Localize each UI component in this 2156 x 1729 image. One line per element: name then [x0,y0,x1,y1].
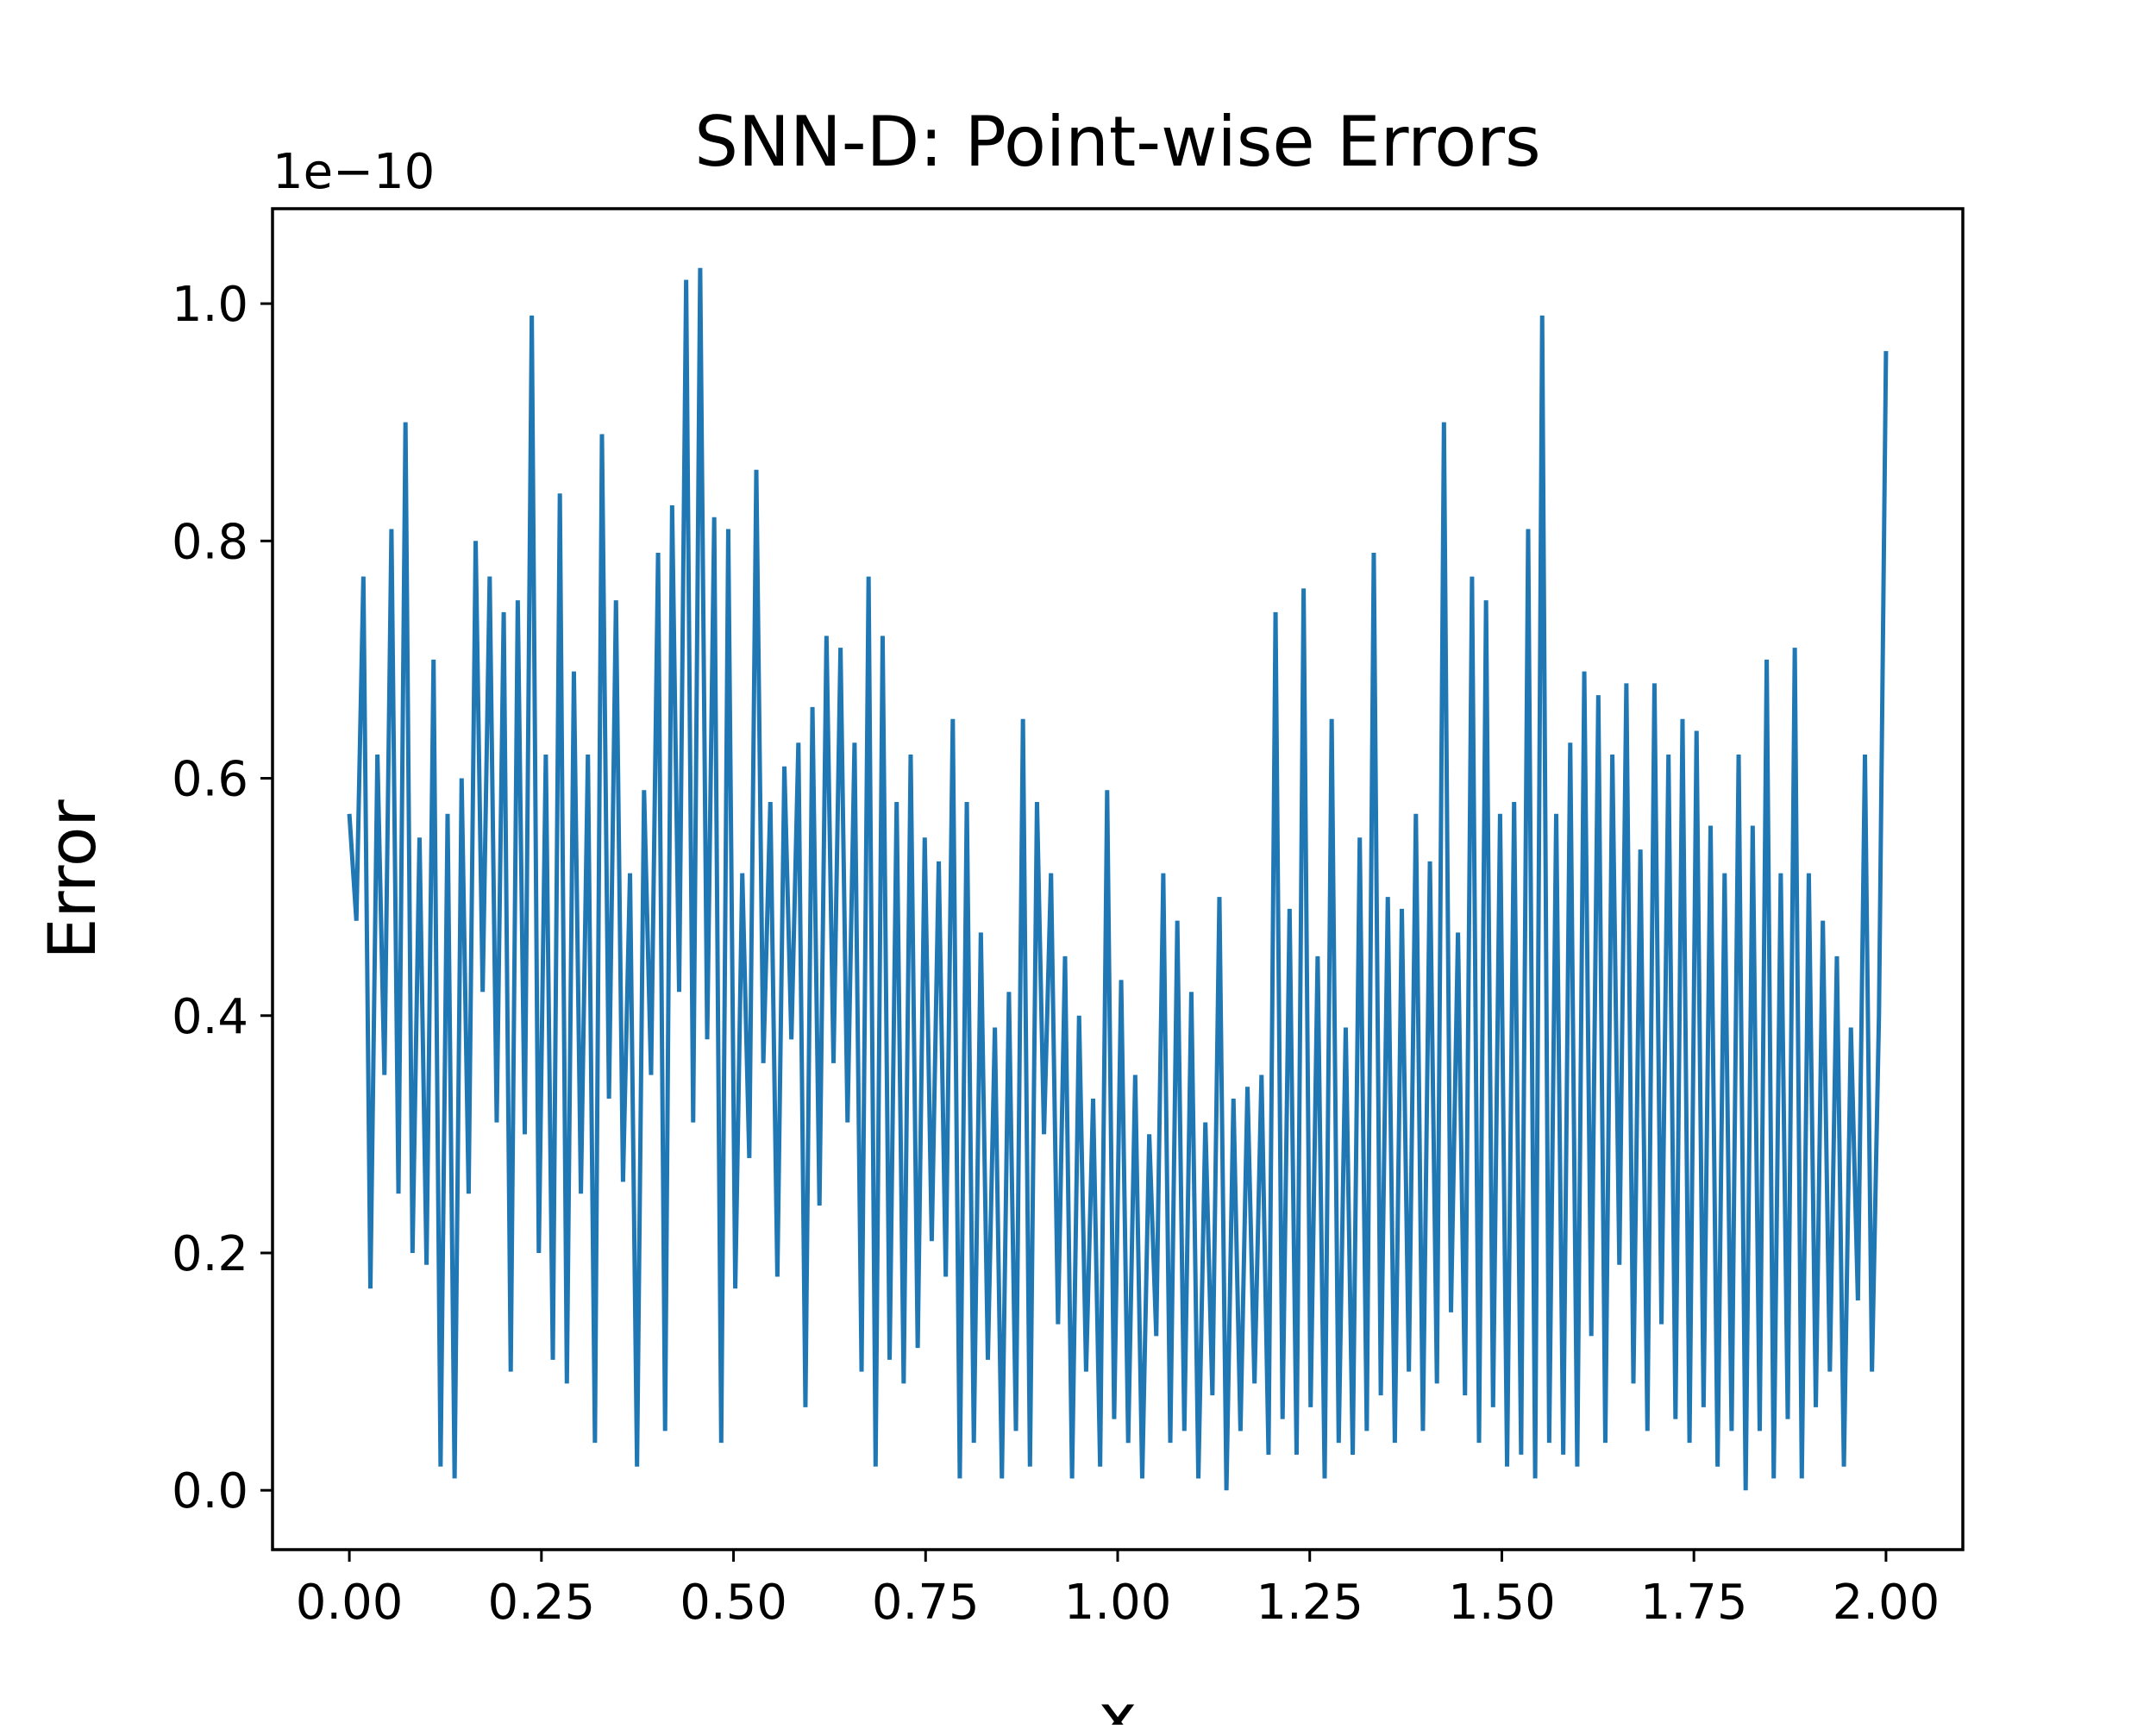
x-tick-label: 0.00 [296,1575,404,1631]
x-tick-label: 0.75 [872,1575,980,1631]
x-axis-label: x [1099,1679,1138,1725]
x-axis-ticks: 0.00 0.25 0.50 0.75 1.00 1.25 1.50 1.75 2.00 [296,1550,1940,1631]
x-tick-label: 0.25 [487,1575,595,1631]
y-axis-ticks: 0.0 0.2 0.4 0.6 0.8 1.0 [172,277,273,1519]
x-tick-label: 1.25 [1256,1575,1363,1631]
y-tick-label: 0.6 [172,752,248,808]
y-tick-label: 1.0 [172,277,248,333]
x-tick-label: 1.50 [1448,1575,1556,1631]
y-tick-label: 0.4 [172,989,248,1045]
x-tick-label: 1.75 [1640,1575,1748,1631]
y-tick-label: 0.0 [172,1463,248,1519]
error-series-line [347,267,1889,1491]
x-tick-label: 0.50 [680,1575,787,1631]
chart-title: SNN-D: Point-wise Errors [694,102,1540,182]
x-tick-label: 1.00 [1064,1575,1172,1631]
y-tick-label: 0.8 [172,514,248,570]
plot-layer [347,267,1889,1491]
x-tick-label: 2.00 [1833,1575,1940,1631]
y-axis-offset-label: 1e−10 [273,144,435,200]
y-tick-label: 0.2 [172,1226,248,1282]
y-axis-label: Error [34,799,110,960]
